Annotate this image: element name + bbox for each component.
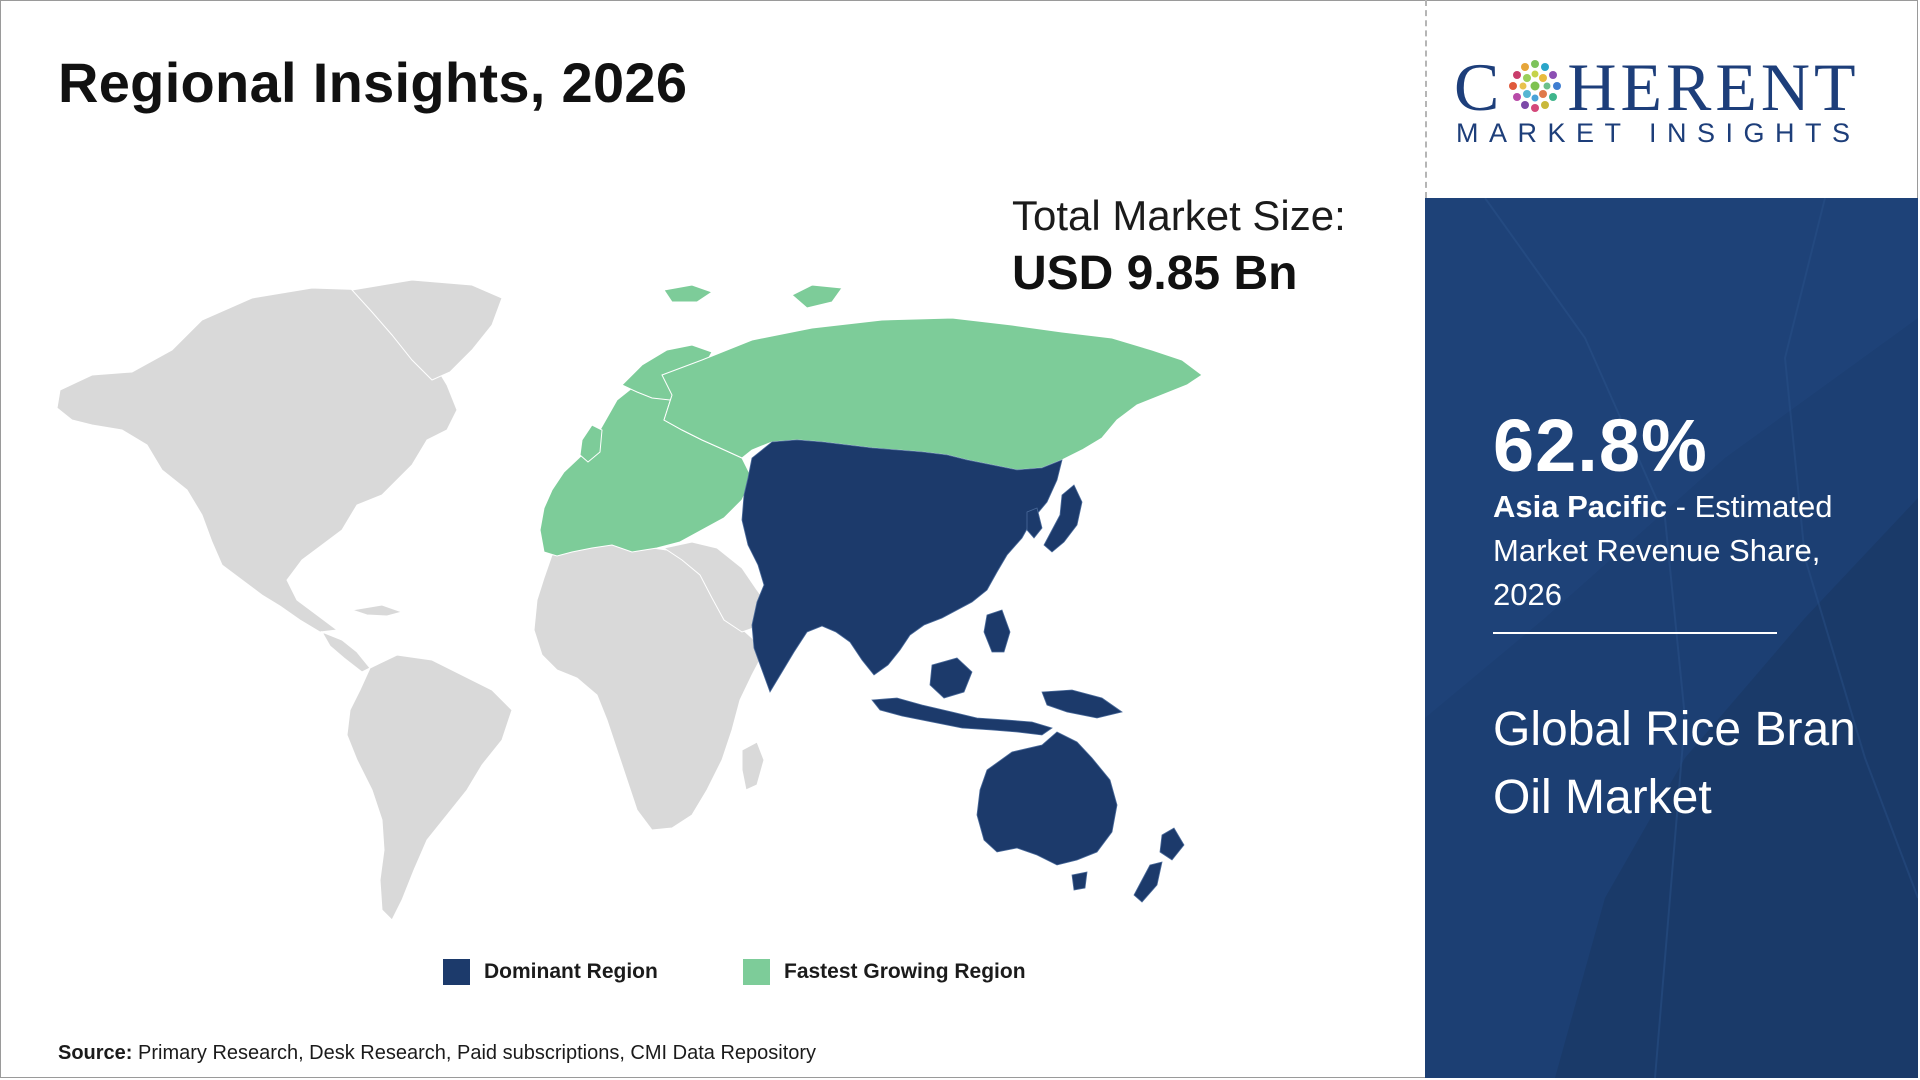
insight-sidebar: 62.8% Asia Pacific - Estimated Market Re…	[1425, 198, 1918, 1078]
map-svalbard	[663, 284, 714, 303]
map-south-america	[346, 654, 513, 921]
logo-letter-c: C	[1454, 49, 1504, 125]
legend-swatch-fastest	[743, 959, 770, 985]
map-region-asia-pacific	[741, 439, 1185, 903]
sidebar-divider	[1493, 632, 1777, 634]
map-korea	[1026, 507, 1043, 539]
map-madagascar	[741, 741, 765, 791]
market-share-description: Asia Pacific - Estimated Market Revenue …	[1493, 485, 1873, 617]
source-text: Primary Research, Desk Research, Paid su…	[132, 1042, 817, 1064]
company-logo: C	[1450, 48, 1890, 158]
legend-label-fastest: Fastest Growing Region	[784, 960, 1026, 983]
map-australia	[976, 731, 1118, 866]
market-size-label: Total Market Size:	[1012, 192, 1346, 239]
map-russia	[661, 317, 1203, 471]
logo-letters-rest: HERENT	[1567, 49, 1860, 125]
legend-item-fastest: Fastest Growing Region	[743, 958, 1026, 986]
logo-wordmark: C	[1454, 48, 1860, 127]
market-size-value: USD 9.85 Bn	[1012, 247, 1298, 300]
dominant-region-name: Asia Pacific	[1493, 489, 1668, 524]
map-uk	[579, 424, 603, 463]
map-japan	[1043, 484, 1083, 553]
source-prefix: Source:	[58, 1042, 133, 1064]
map-central-america	[320, 631, 371, 673]
map-new-guinea	[1041, 689, 1123, 719]
sidebar-texture	[1425, 198, 1918, 1078]
map-new-zealand	[1133, 827, 1185, 903]
logo-subtitle: MARKET INSIGHTS	[1456, 118, 1861, 148]
map-region-rest-of-world	[56, 280, 773, 921]
logo-dot-globe-icon	[1509, 60, 1562, 112]
map-tasmania	[1071, 871, 1088, 891]
map-novaya-zemlya	[791, 284, 843, 309]
map-borneo	[929, 657, 973, 699]
map-caribbean	[351, 604, 404, 617]
header-divider	[1425, 0, 1427, 198]
map-philippines	[983, 609, 1011, 653]
map-indonesia	[871, 697, 1053, 736]
world-map	[56, 280, 1203, 921]
map-asia-mainland	[741, 439, 1063, 693]
market-share-value: 62.8%	[1493, 404, 1708, 487]
legend-item-dominant: Dominant Region	[443, 958, 658, 986]
market-title: Global Rice Bran Oil Market	[1493, 703, 1856, 824]
legend-swatch-dominant	[443, 959, 470, 985]
map-greenland	[351, 280, 503, 381]
page-title: Regional Insights, 2026	[58, 51, 688, 114]
market-share-caption: - Estimated Market Revenue Share, 2026	[1493, 489, 1833, 612]
map-region-europe-russia	[539, 284, 1203, 557]
legend-label-dominant: Dominant Region	[484, 960, 658, 983]
source-note: Source: Primary Research, Desk Research,…	[58, 1042, 816, 1065]
